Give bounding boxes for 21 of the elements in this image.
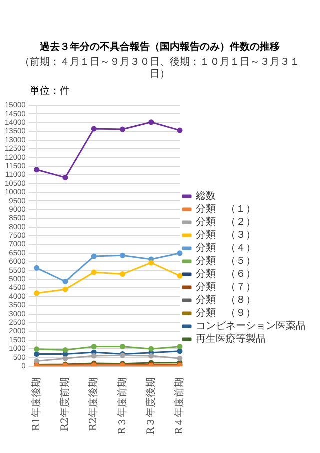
legend-label: 分類 （１） (196, 203, 256, 216)
x-tick-label: R2年度後期 (88, 377, 100, 432)
x-tick-label: R３年度前期 (116, 377, 128, 435)
legend-label: 再生医療等製品 (196, 333, 266, 346)
legend-label: 総数 (195, 190, 216, 202)
x-tick-label: R３年度後期 (144, 377, 157, 435)
text: 単位：件 (30, 85, 71, 98)
legend-label: 分類 （３） (196, 229, 256, 242)
legend-label: 分類 （６） (196, 268, 256, 280)
legend-label: 分類 （２） (196, 216, 256, 228)
legend-label: 分類 （５） (196, 255, 256, 268)
chart-subtitle: （前期：４月１日～９月３０日、後期：１０月１日～３月３１日） (20, 57, 300, 81)
legend-label: 分類 （４） (196, 242, 256, 254)
x-tick-label: R1年度後期 (30, 377, 42, 432)
legend-label: 分類 （９） (196, 307, 256, 320)
legend-label: 分類 （７） (196, 281, 256, 294)
x-tick-label: R４年度前期 (174, 377, 186, 435)
x-tick-label: R2年度前期 (59, 377, 72, 432)
legend-label: 分類 （８） (196, 294, 256, 306)
chart-title: 過去３年分の不具合報告（国内報告のみ）件数の推移 (39, 40, 281, 54)
legend-label: コンビネーション医薬品 (196, 320, 306, 332)
